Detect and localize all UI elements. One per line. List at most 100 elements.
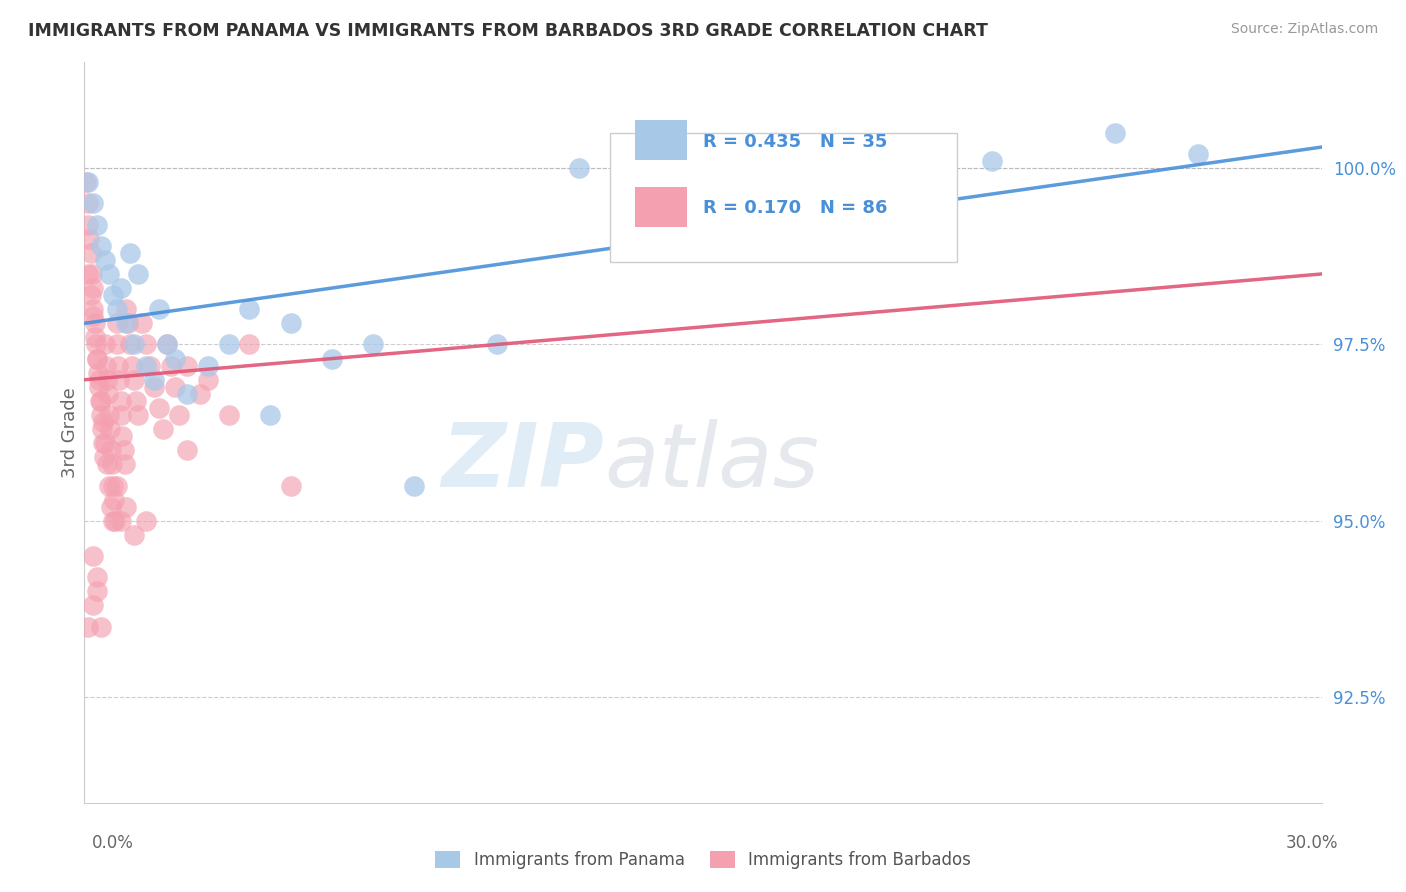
Point [361,337,384,351]
Point [114,302,136,317]
Point [117,316,139,330]
Point [96,373,118,387]
Point [100,500,122,514]
Point [188,387,211,401]
Point [86,218,108,232]
Point [197,359,219,373]
Legend: Immigrants from Panama, Immigrants from Barbados: Immigrants from Panama, Immigrants from … [429,845,977,876]
Point [121,359,143,373]
Point [131,316,153,330]
Point [79,245,101,260]
Point [94,252,117,267]
Point [122,373,145,387]
Point [103,288,125,302]
Point [97,387,120,401]
Point [86,570,108,584]
Point [980,154,1002,169]
Point [86,366,108,380]
Point [105,316,128,330]
Point [82,281,104,295]
Point [218,408,240,422]
Point [122,337,145,351]
Point [104,514,127,528]
Point [280,316,302,330]
Text: atlas: atlas [605,419,818,505]
Point [218,337,240,351]
Point [167,408,190,422]
Point [143,373,166,387]
Point [90,422,112,436]
Point [122,528,145,542]
Point [692,147,714,161]
Point [77,267,100,281]
Point [94,436,117,450]
Point [143,380,166,394]
Point [83,330,105,344]
Point [90,408,112,422]
Point [91,415,114,429]
Point [321,351,343,366]
Point [82,196,104,211]
FancyBboxPatch shape [636,186,688,227]
Point [156,337,179,351]
Point [98,408,121,422]
Point [118,245,141,260]
Point [160,359,183,373]
Point [86,584,108,599]
Point [135,359,157,373]
Point [238,337,260,351]
Point [96,458,118,472]
Point [114,316,136,330]
Text: Source: ZipAtlas.com: Source: ZipAtlas.com [1230,22,1378,37]
Point [404,478,426,492]
Point [280,478,302,492]
Point [77,218,100,232]
Point [79,232,101,246]
Point [75,175,97,189]
Point [90,619,112,633]
Point [112,443,135,458]
Y-axis label: 3rd Grade: 3rd Grade [62,387,80,478]
Point [118,337,141,351]
Point [165,380,187,394]
Point [79,288,101,302]
Point [89,393,111,408]
Point [125,393,148,408]
Point [485,337,508,351]
Point [98,478,121,492]
Point [1104,126,1126,140]
Point [135,514,157,528]
Point [148,302,170,317]
Point [87,373,110,387]
Point [197,373,219,387]
Point [103,478,125,492]
FancyBboxPatch shape [636,120,688,161]
Point [176,443,198,458]
Point [82,310,104,324]
Point [94,337,117,351]
Point [107,359,129,373]
Point [94,359,117,373]
Point [259,408,281,422]
Point [176,387,198,401]
Point [76,196,98,211]
Point [93,450,115,465]
Point [1187,147,1209,161]
Text: 0.0%: 0.0% [91,834,134,852]
Point [114,458,136,472]
Point [108,373,131,387]
Text: R = 0.435   N = 35: R = 0.435 N = 35 [703,133,887,151]
Point [77,619,100,633]
FancyBboxPatch shape [610,133,956,262]
Point [77,175,100,189]
Point [152,422,174,436]
Point [110,281,132,295]
Text: IMMIGRANTS FROM PANAMA VS IMMIGRANTS FROM BARBADOS 3RD GRADE CORRELATION CHART: IMMIGRANTS FROM PANAMA VS IMMIGRANTS FRO… [28,22,988,40]
Point [98,267,121,281]
Point [82,302,104,317]
Point [84,337,107,351]
Point [82,549,104,563]
Point [87,380,110,394]
Point [100,443,122,458]
Point [110,514,132,528]
